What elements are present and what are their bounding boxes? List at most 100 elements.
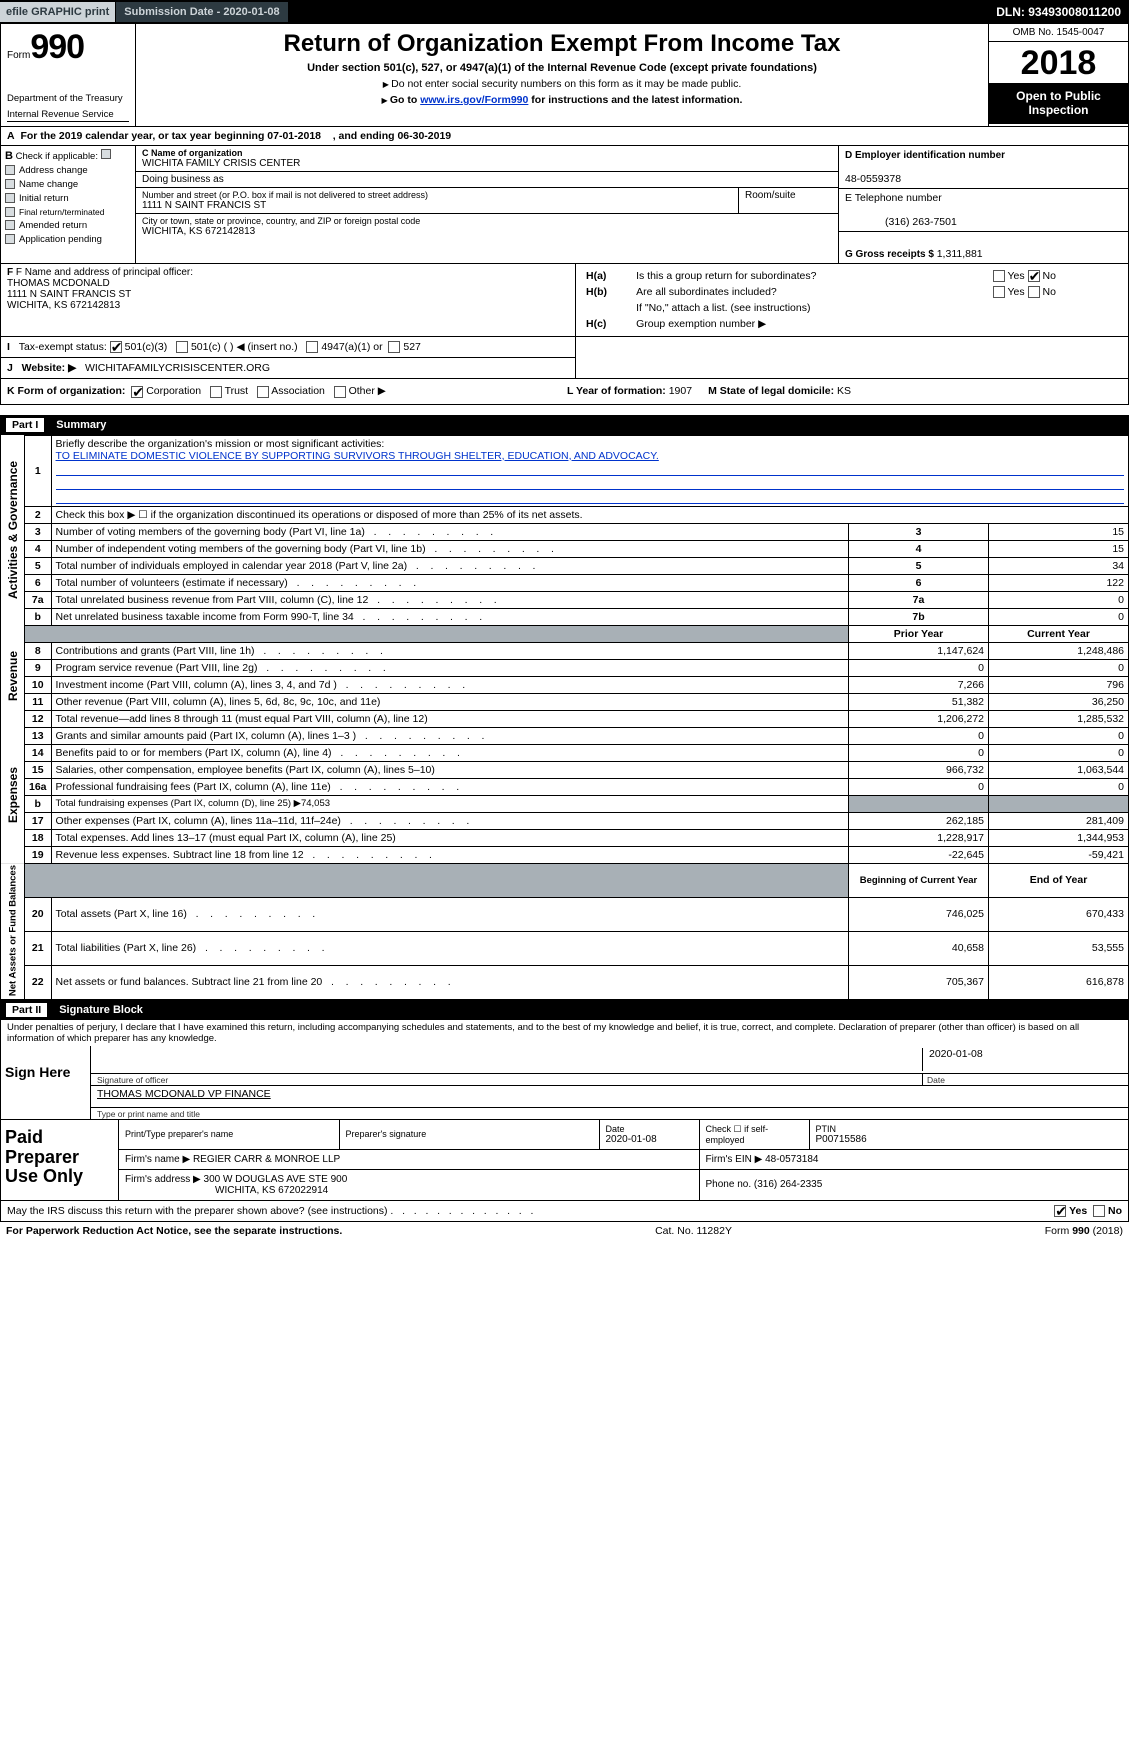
officer-addr1: 1111 N SAINT FRANCIS ST (7, 289, 131, 300)
preparer-name-label: Print/Type preparer's name (125, 1129, 333, 1139)
row-a-tax-year: A For the 2019 calendar year, or tax yea… (0, 127, 1129, 146)
sig-intro: Under penalties of perjury, I declare th… (1, 1020, 1128, 1046)
state-domicile-label: M State of legal domicile: (708, 385, 837, 397)
h-b-note: If "No," attach a list. (see instruction… (634, 301, 1120, 315)
4947-chk[interactable] (306, 341, 318, 353)
street: 1111 N SAINT FRANCIS ST (142, 200, 732, 211)
gross-receipts: 1,311,881 (937, 248, 983, 260)
prep-date: 2020-01-08 (606, 1134, 657, 1145)
website: WICHITAFAMILYCRISISCENTER.ORG (85, 362, 270, 374)
sig-officer-label: Signature of officer (97, 1074, 922, 1085)
line-11: Other revenue (Part VIII, column (A), li… (51, 693, 848, 710)
line-19: Revenue less expenses. Subtract line 18 … (51, 846, 848, 863)
name-change-chk[interactable] (5, 179, 15, 189)
ha-yes-chk[interactable] (993, 270, 1005, 282)
assoc-chk[interactable] (257, 386, 269, 398)
initial-return-chk[interactable] (5, 193, 15, 203)
org-name-label: C Name of organization (142, 148, 832, 158)
line-7a: Total unrelated business revenue from Pa… (51, 591, 848, 608)
gross-label: G Gross receipts $ (845, 249, 937, 260)
form-of-org-label: K Form of organization: (7, 385, 125, 397)
paid-preparer-label: Paid Preparer Use Only (1, 1120, 119, 1200)
ha-no-chk[interactable] (1028, 270, 1040, 282)
current-year-hdr: Current Year (989, 625, 1129, 642)
discuss-no-chk[interactable] (1093, 1205, 1105, 1217)
firm-ein: Firm's EIN ▶ 48-0573184 (699, 1149, 1128, 1169)
amended-chk[interactable] (5, 220, 15, 230)
form-header: Form990 Department of the Treasury Inter… (0, 24, 1129, 127)
527-chk[interactable] (388, 341, 400, 353)
dba-label: Doing business as (142, 174, 224, 185)
state-domicile: KS (837, 385, 851, 397)
year-formation-label: L Year of formation: (567, 385, 669, 397)
501c-chk[interactable] (176, 341, 188, 353)
street-label: Number and street (or P.O. box if mail i… (142, 190, 732, 200)
hb-no-chk[interactable] (1028, 286, 1040, 298)
line-13: Grants and similar amounts paid (Part IX… (51, 727, 848, 744)
line-20: Total assets (Part X, line 16) (51, 897, 848, 931)
officer-typed-name: THOMAS MCDONALD VP FINANCE (97, 1088, 271, 1105)
firm-addr: Firm's address ▶ 300 W DOUGLAS AVE STE 9… (125, 1174, 693, 1185)
address-change-chk[interactable] (5, 165, 15, 175)
self-employed: Check ☐ if self-employed (699, 1120, 809, 1150)
irs-discuss-row: May the IRS discuss this return with the… (0, 1201, 1129, 1222)
paperwork-notice: For Paperwork Reduction Act Notice, see … (6, 1225, 342, 1237)
ein: 48-0559378 (845, 173, 901, 185)
app-pending-chk[interactable] (5, 234, 15, 244)
dept-treasury: Department of the Treasury (7, 93, 129, 105)
topbar: efile GRAPHIC print Submission Date - 20… (0, 0, 1129, 24)
discuss-yes-chk[interactable] (1054, 1205, 1066, 1217)
line-5: Total number of individuals employed in … (51, 557, 848, 574)
website-label: Website: ▶ (22, 362, 77, 374)
line-17: Other expenses (Part IX, column (A), lin… (51, 812, 848, 829)
line-18: Total expenses. Add lines 13–17 (must eq… (51, 829, 848, 846)
firm-phone: Phone no. (316) 264-2335 (699, 1169, 1128, 1200)
firm-city: WICHITA, KS 672022914 (125, 1185, 693, 1196)
line-16a: Professional fundraising fees (Part IX, … (51, 778, 848, 795)
sig-date: 2020-01-08 (922, 1048, 1122, 1071)
omb-number: OMB No. 1545-0047 (989, 24, 1128, 42)
org-name: WICHITA FAMILY CRISIS CENTER (142, 158, 832, 169)
instr-link: Go to www.irs.gov/Form990 for instructio… (146, 94, 978, 106)
form-subtitle: Under section 501(c), 527, or 4947(a)(1)… (146, 62, 978, 74)
hb-yes-chk[interactable] (993, 286, 1005, 298)
line-16b: Total fundraising expenses (Part IX, col… (51, 795, 848, 812)
form-number: 990 (30, 28, 84, 67)
signature-block: Under penalties of perjury, I declare th… (0, 1020, 1129, 1120)
dln: DLN: 93493008011200 (996, 5, 1129, 19)
beg-year-hdr: Beginning of Current Year (849, 863, 989, 897)
trust-chk[interactable] (210, 386, 222, 398)
tax-year: 2018 (989, 42, 1128, 83)
line-7b: Net unrelated business taxable income fr… (51, 608, 848, 625)
line-15: Salaries, other compensation, employee b… (51, 761, 848, 778)
prep-date-label: Date (606, 1124, 693, 1134)
corp-chk[interactable] (131, 386, 143, 398)
form-title: Return of Organization Exempt From Incom… (146, 30, 978, 58)
final-return-chk[interactable] (5, 207, 15, 217)
prior-year-hdr: Prior Year (849, 625, 989, 642)
cat-no: Cat. No. 11282Y (655, 1225, 732, 1237)
ptin-label: PTIN (816, 1124, 1123, 1134)
city-label: City or town, state or province, country… (142, 216, 832, 226)
line-6: Total number of volunteers (estimate if … (51, 574, 848, 591)
line-12: Total revenue—add lines 8 through 11 (mu… (51, 710, 848, 727)
checkbox[interactable] (101, 149, 111, 159)
mission[interactable]: TO ELIMINATE DOMESTIC VIOLENCE BY SUPPOR… (56, 450, 659, 462)
h-a: Is this a group return for subordinates? (634, 269, 989, 283)
instr-ssn: Do not enter social security numbers on … (146, 78, 978, 90)
tab-expenses: Expenses (1, 727, 25, 863)
firm-name: Firm's name ▶ REGIER CARR & MONROE LLP (119, 1149, 699, 1169)
tab-net-assets: Net Assets or Fund Balances (1, 863, 25, 999)
col-b-checkboxes: B Check if applicable: Address change Na… (1, 146, 136, 263)
room-suite-label: Room/suite (738, 188, 838, 213)
irs-link[interactable]: www.irs.gov/Form990 (420, 94, 528, 106)
type-name-label: Type or print name and title (97, 1108, 1122, 1119)
phone-label: E Telephone number (845, 192, 942, 204)
501c3-chk[interactable] (110, 341, 122, 353)
line-21: Total liabilities (Part X, line 26) (51, 931, 848, 965)
officer-group-block: F F Name and address of principal office… (0, 264, 1129, 337)
other-chk[interactable] (334, 386, 346, 398)
end-year-hdr: End of Year (989, 863, 1129, 897)
q1: Briefly describe the organization's miss… (56, 438, 385, 450)
city-state-zip: WICHITA, KS 672142813 (142, 226, 832, 237)
